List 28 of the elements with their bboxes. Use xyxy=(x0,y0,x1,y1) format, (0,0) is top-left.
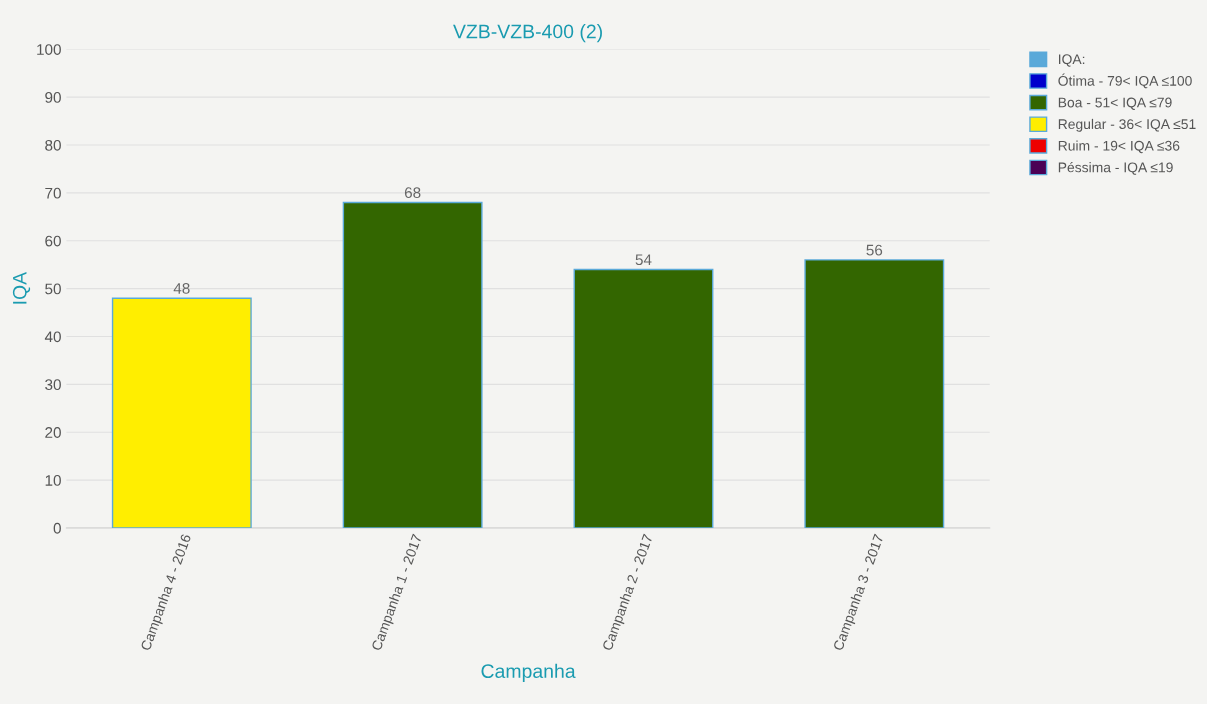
y-tick-label: 0 xyxy=(53,522,61,534)
y-tick-label: 10 xyxy=(45,475,61,486)
y-tick-label: 30 xyxy=(45,379,61,391)
legend-label: Regular - 36< IQA ≤51 xyxy=(1058,118,1196,132)
data-label: 48 xyxy=(173,282,190,294)
legend-label: IQA: xyxy=(1059,54,1085,67)
y-tick-label: 40 xyxy=(44,331,61,343)
data-label: 68 xyxy=(404,187,421,199)
y-tick-label: 90 xyxy=(45,92,61,103)
bar xyxy=(804,259,945,528)
x-axis-title: Campanha xyxy=(481,663,576,682)
bar xyxy=(111,297,252,528)
chart-title: VZB-VZB-400 (2) xyxy=(453,24,602,43)
y-tick-label: 60 xyxy=(45,235,61,247)
legend-label: Péssima - IQA ≤19 xyxy=(1058,161,1173,175)
bar xyxy=(342,201,483,528)
y-tick-label: 70 xyxy=(45,187,61,199)
bar xyxy=(573,268,714,528)
data-label: 54 xyxy=(635,254,652,266)
legend-label: Ótima - 79< IQA ≤100 xyxy=(1058,73,1192,89)
legend-label: Ruim - 19< IQA ≤36 xyxy=(1058,140,1180,154)
y-tick-label: 50 xyxy=(45,283,61,295)
data-label: 56 xyxy=(866,244,883,256)
y-tick-label: 20 xyxy=(45,427,61,438)
y-tick-label: 80 xyxy=(45,139,61,151)
legend-label: Boa - 51< IQA ≤79 xyxy=(1058,97,1172,110)
y-tick-label: 100 xyxy=(37,44,61,55)
y-axis-title: IQA xyxy=(12,271,31,304)
